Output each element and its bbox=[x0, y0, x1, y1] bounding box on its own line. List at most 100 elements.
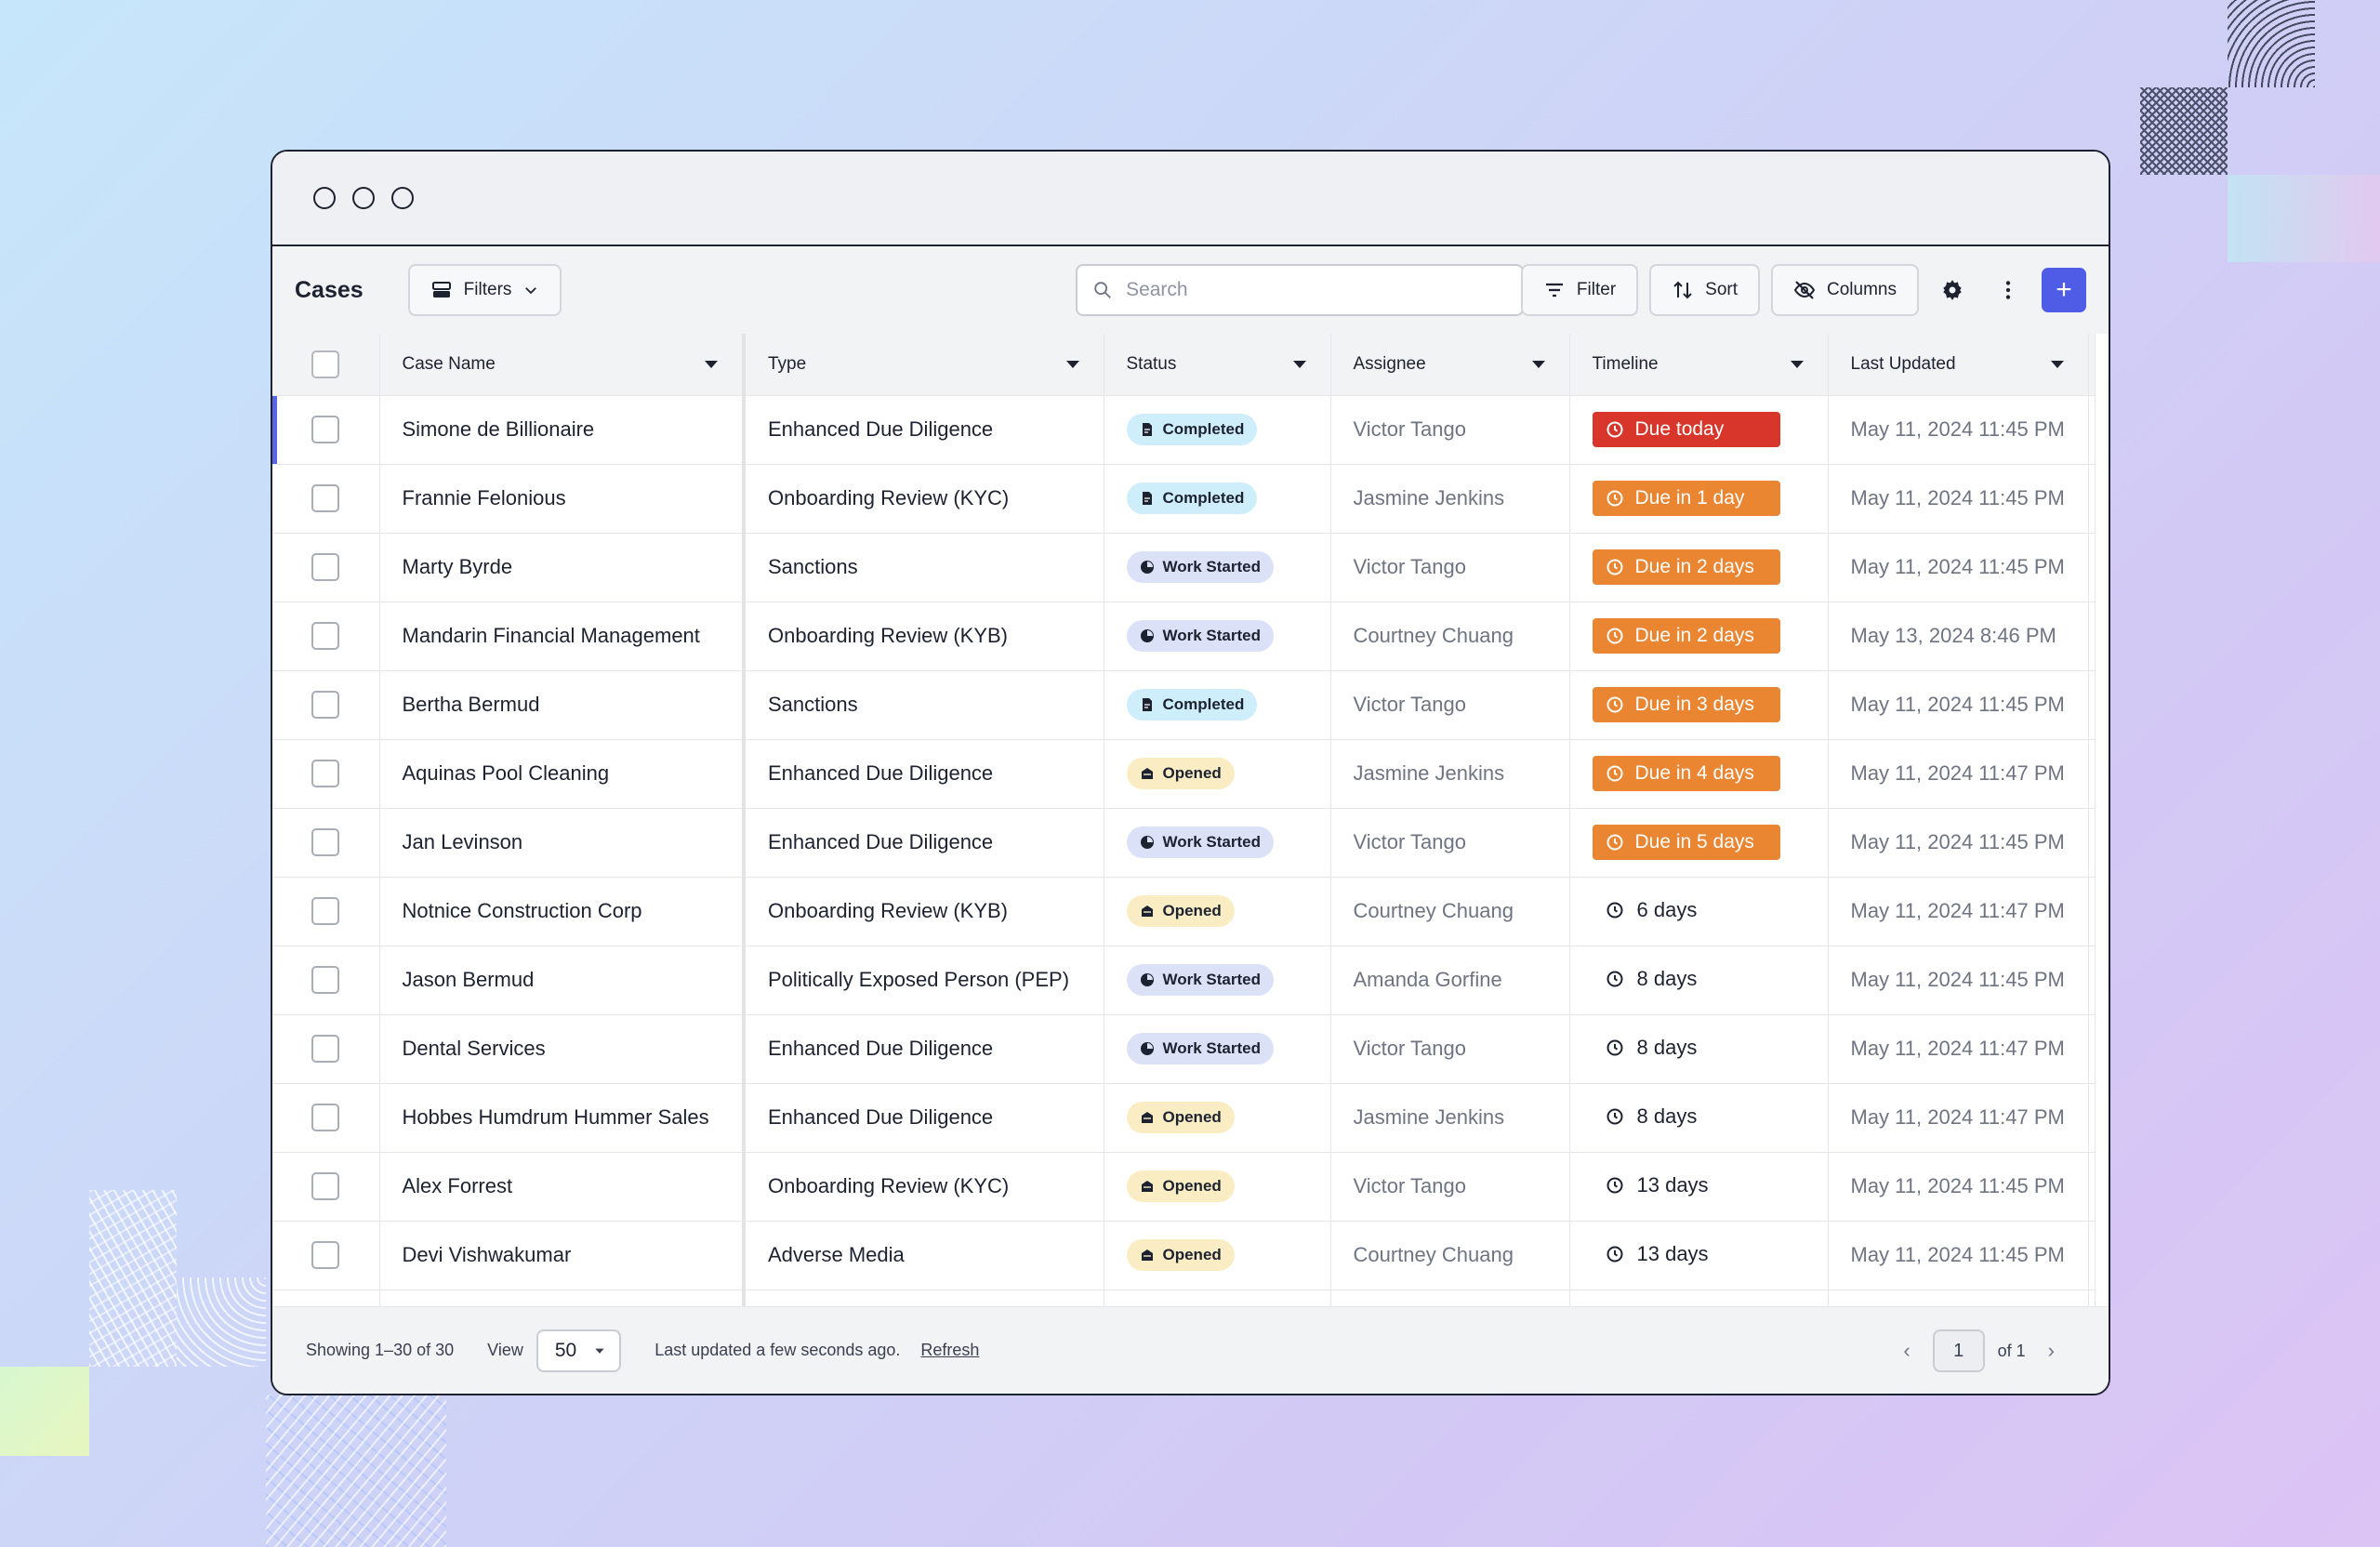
page-total: of 1 bbox=[1997, 1341, 2026, 1360]
search-field[interactable] bbox=[1076, 264, 1524, 316]
row-checkbox[interactable] bbox=[311, 760, 340, 787]
case-name-cell[interactable]: Aquinas Pool Cleaning bbox=[379, 739, 746, 808]
last-updated-cell: May 11, 2024 11:47 PM bbox=[1828, 1014, 2089, 1083]
table-row[interactable]: Jason Bermud Politically Exposed Person (… bbox=[272, 945, 2096, 1014]
row-checkbox[interactable] bbox=[311, 1035, 340, 1063]
table-row[interactable]: Frannie Felonious Onboarding Review (KYC)… bbox=[272, 464, 2096, 533]
window-maximize-button[interactable] bbox=[391, 187, 414, 209]
table-row[interactable]: Devi Vishwakumar Adverse Media Opened Court… bbox=[272, 1221, 2096, 1289]
column-header-last-updated[interactable]: Last Updated bbox=[1828, 334, 2089, 396]
case-name-cell[interactable]: Notnice Construction Corp bbox=[379, 877, 746, 945]
status-badge: Work Started bbox=[1126, 551, 1274, 583]
row-checkbox[interactable] bbox=[311, 484, 340, 512]
more-options-button[interactable] bbox=[1986, 264, 2030, 316]
caret-down-icon[interactable] bbox=[1292, 360, 1306, 368]
row-checkbox[interactable] bbox=[311, 828, 340, 856]
filter-button[interactable]: Filter bbox=[1520, 264, 1639, 316]
columns-button[interactable]: Columns bbox=[1771, 264, 1919, 316]
decorative-pattern bbox=[266, 1395, 446, 1547]
column-header-timeline[interactable]: Timeline bbox=[1569, 334, 1829, 396]
table-row[interactable]: Mandarin Financial Management Onboarding … bbox=[272, 602, 2096, 670]
column-header-type[interactable]: Type bbox=[744, 334, 1104, 396]
document-icon bbox=[1142, 423, 1152, 436]
status-text: Work Started bbox=[1162, 833, 1262, 851]
add-case-button[interactable]: + bbox=[2042, 268, 2086, 312]
table-row[interactable]: Simone de Billionaire Enhanced Due Dilige… bbox=[272, 395, 2096, 464]
table-row[interactable]: Marty Byrde Sanctions Work Started Victor T… bbox=[272, 533, 2096, 602]
caret-down-icon[interactable] bbox=[1531, 360, 1545, 368]
status-badge: Work Started bbox=[1126, 620, 1274, 652]
case-name-cell[interactable]: Jason Bermud bbox=[379, 945, 746, 1014]
empty-cell bbox=[744, 1289, 1104, 1306]
row-checkbox[interactable] bbox=[311, 1104, 340, 1131]
case-name-cell[interactable]: Jan Levinson bbox=[379, 808, 746, 877]
row-checkbox[interactable] bbox=[311, 1172, 340, 1200]
caret-down-icon[interactable] bbox=[705, 360, 718, 368]
case-name-cell[interactable]: Alex Forrest bbox=[379, 1152, 746, 1221]
refresh-link[interactable]: Refresh bbox=[920, 1341, 980, 1359]
column-header-assignee[interactable]: Assignee bbox=[1330, 334, 1570, 396]
assignee-cell: Courtney Chuang bbox=[1330, 1221, 1570, 1289]
row-checkbox[interactable] bbox=[311, 416, 340, 443]
row-checkbox[interactable] bbox=[311, 691, 340, 719]
filter-lines-icon bbox=[1545, 283, 1563, 298]
case-name-cell[interactable]: Bertha Bermud bbox=[379, 670, 746, 739]
status-badge: Opened bbox=[1126, 1170, 1235, 1202]
table-row[interactable]: Aquinas Pool Cleaning Enhanced Due Dilige… bbox=[272, 739, 2096, 808]
assignee-cell: Jasmine Jenkins bbox=[1330, 739, 1570, 808]
row-checkbox[interactable] bbox=[311, 1241, 340, 1269]
cases-table-container[interactable]: Case Name Type Status Assignee Timeline … bbox=[272, 334, 2109, 1306]
case-name-cell[interactable]: Hobbes Humdrum Hummer Sales bbox=[379, 1083, 746, 1152]
last-updated-cell: May 11, 2024 11:45 PM bbox=[1828, 533, 2089, 602]
page-size-value: 50 bbox=[554, 1339, 577, 1361]
empty-cell bbox=[2088, 1289, 2096, 1306]
table-row[interactable]: Jan Levinson Enhanced Due Diligence Work S… bbox=[272, 808, 2096, 877]
sort-button[interactable]: Sort bbox=[1649, 264, 1761, 316]
next-page-button[interactable]: › bbox=[2047, 1339, 2055, 1362]
row-checkbox[interactable] bbox=[311, 553, 340, 581]
column-header-status[interactable]: Status bbox=[1104, 334, 1331, 396]
table-row[interactable]: Dental Services Enhanced Due Diligence Wor… bbox=[272, 1014, 2096, 1083]
page-number-input[interactable]: 1 bbox=[1932, 1329, 1985, 1372]
table-row[interactable]: Alex Forrest Onboarding Review (KYC) Opene… bbox=[272, 1152, 2096, 1221]
row-checkbox[interactable] bbox=[311, 897, 340, 925]
table-row[interactable]: Hobbes Humdrum Hummer Sales Enhanced Due … bbox=[272, 1083, 2096, 1152]
clock-icon bbox=[1606, 1108, 1622, 1124]
case-name-cell[interactable]: Frannie Felonious bbox=[379, 464, 746, 533]
window-close-button[interactable] bbox=[313, 187, 336, 209]
due-text: Due in 4 days bbox=[1634, 762, 1754, 784]
days-text: 8 days bbox=[1636, 1104, 1698, 1128]
select-all-checkbox[interactable] bbox=[311, 350, 340, 378]
table-row[interactable]: Notnice Construction Corp Onboarding Revi… bbox=[272, 877, 2096, 945]
search-input[interactable] bbox=[1126, 279, 1507, 301]
type-cell: Politically Exposed Person (PEP) bbox=[744, 945, 1104, 1014]
case-name-cell[interactable]: Marty Byrde bbox=[379, 533, 746, 602]
case-name-cell[interactable]: Simone de Billionaire bbox=[379, 395, 746, 464]
caret-down-icon[interactable] bbox=[1790, 360, 1804, 368]
caret-down-icon[interactable] bbox=[2050, 360, 2064, 368]
pie-progress-icon bbox=[1140, 1042, 1154, 1055]
filters-dropdown-button[interactable]: Filters bbox=[407, 264, 562, 316]
page-size-select[interactable]: 50 bbox=[536, 1329, 622, 1372]
caret-down-icon[interactable] bbox=[1065, 360, 1079, 368]
table-row[interactable]: Bertha Bermud Sanctions Completed Victor Ta… bbox=[272, 670, 2096, 739]
case-name-cell[interactable]: Devi Vishwakumar bbox=[379, 1221, 746, 1289]
case-name-cell[interactable]: Mandarin Financial Management bbox=[379, 602, 746, 670]
row-checkbox[interactable] bbox=[311, 966, 340, 994]
status-text: Completed bbox=[1162, 489, 1245, 507]
due-text: Due in 3 days bbox=[1634, 694, 1754, 715]
timeline-days: 8 days bbox=[1593, 1104, 1698, 1129]
timeline-days: 8 days bbox=[1593, 967, 1697, 991]
previous-page-button[interactable]: ‹ bbox=[1903, 1339, 1911, 1362]
column-header-case-name[interactable]: Case Name bbox=[379, 334, 746, 396]
filters-icon bbox=[431, 282, 451, 298]
status-text: Completed bbox=[1162, 420, 1245, 438]
row-spacer-cell bbox=[2088, 877, 2096, 945]
window-minimize-button[interactable] bbox=[352, 187, 375, 209]
case-name-cell[interactable]: Dental Services bbox=[379, 1014, 746, 1083]
inbox-icon bbox=[1141, 906, 1153, 917]
row-checkbox[interactable] bbox=[311, 622, 340, 650]
status-cell: Completed bbox=[1104, 670, 1331, 739]
settings-button[interactable] bbox=[1930, 264, 1975, 316]
type-cell: Enhanced Due Diligence bbox=[744, 395, 1104, 464]
